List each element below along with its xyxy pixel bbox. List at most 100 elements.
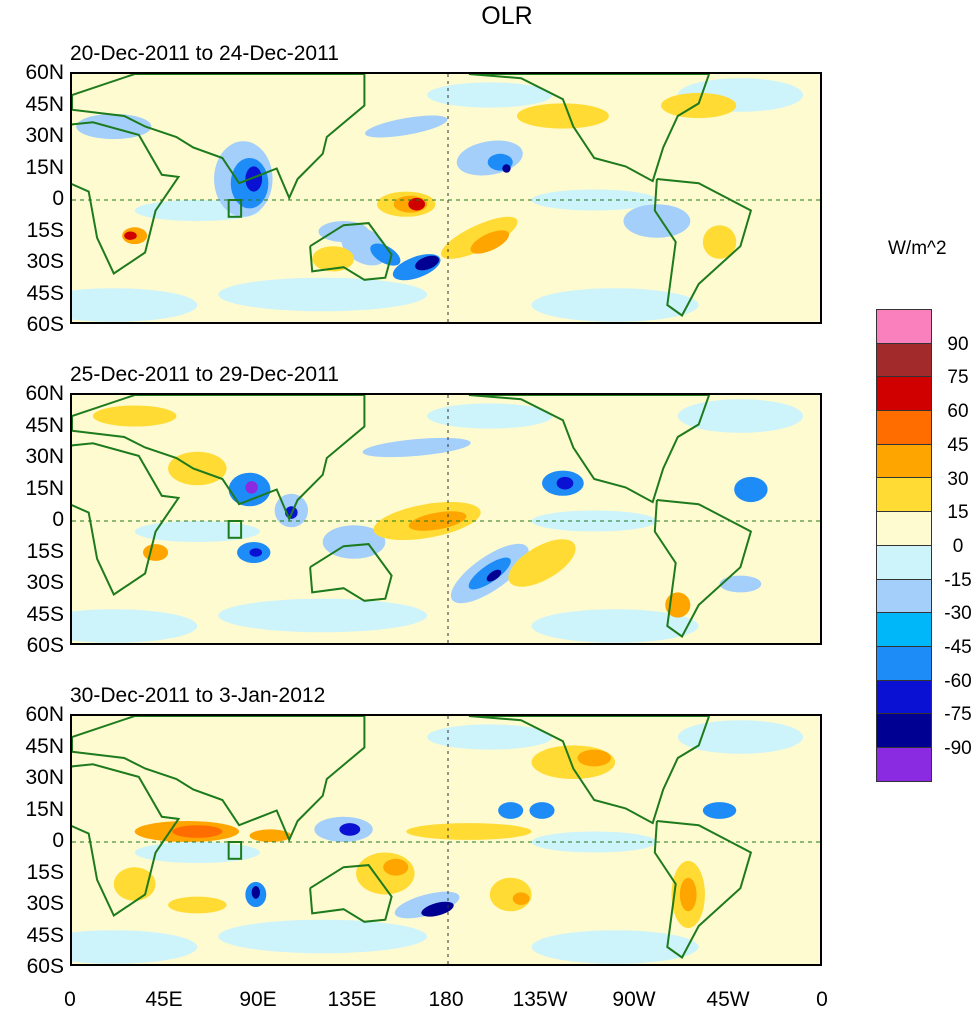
- coastline: [72, 763, 181, 917]
- x-tick-label: 0: [816, 988, 828, 1011]
- y-tick-label: 45S: [26, 281, 64, 305]
- y-tick-label: 15S: [26, 218, 64, 242]
- anomaly-patch: [218, 598, 428, 633]
- anomaly-contour: [486, 569, 502, 582]
- colorbar-label: -60: [944, 670, 972, 692]
- panel-title-1: 20-Dec-2011 to 24-Dec-2011: [70, 42, 339, 65]
- anomaly-patch: [427, 724, 553, 750]
- anomaly-contour: [312, 246, 354, 272]
- anomaly-patch: [72, 609, 198, 643]
- anomaly-patch: [427, 403, 553, 429]
- y-tick-label: 60N: [25, 61, 64, 84]
- y-tick-label: 60S: [26, 313, 64, 336]
- x-tick-label: 0: [64, 988, 76, 1011]
- colorbar-label: -15: [944, 569, 972, 591]
- anomaly-contour: [339, 823, 361, 836]
- y-tick-label: 15S: [26, 539, 64, 563]
- colorbar-label: 60: [947, 401, 969, 423]
- anomaly-contour: [408, 197, 426, 211]
- y-tick-label: 45N: [25, 92, 64, 116]
- units-label: W/m^2: [888, 238, 947, 259]
- anomaly-patch: [677, 399, 804, 433]
- y-tick-label: 60S: [26, 634, 64, 657]
- colorbar-swatch: [876, 544, 932, 580]
- anomaly-contour: [529, 802, 555, 819]
- x-tick-label: 90W: [612, 988, 656, 1011]
- colorbar-label: -90: [944, 738, 972, 760]
- panel-title-3: 30-Dec-2011 to 3-Jan-2012: [70, 684, 326, 707]
- x-tick-label: 90E: [239, 988, 277, 1011]
- coastline: [72, 121, 181, 275]
- chart-title: OLR: [481, 2, 533, 30]
- x-tick-label: 135E: [327, 988, 377, 1011]
- anomaly-contour: [362, 437, 471, 458]
- anomaly-contour: [249, 829, 292, 842]
- colorbar-swatch: [876, 477, 932, 513]
- coastline: [72, 442, 181, 596]
- panel-1-svg: [72, 74, 820, 322]
- anomaly-patch: [677, 720, 804, 754]
- y-tick-label: 0: [52, 829, 64, 852]
- y-tick-label: 30S: [26, 892, 64, 915]
- y-tick-label: 45N: [25, 734, 64, 758]
- panel-2-svg: [72, 395, 820, 643]
- anomaly-contour: [172, 825, 223, 838]
- region-box: [227, 199, 243, 218]
- anomaly-patch: [218, 277, 428, 312]
- anomaly-contour: [468, 557, 511, 590]
- coastline: [468, 716, 711, 825]
- y-tick-label: 15N: [25, 155, 64, 179]
- y-tick-label: 15N: [25, 476, 64, 500]
- anomaly-contour: [408, 511, 467, 531]
- y-tick-label: 30N: [25, 124, 64, 147]
- colorbar-swatch: [876, 443, 932, 479]
- y-tick-label: 45S: [26, 602, 64, 626]
- colorbar-label: 90: [947, 333, 969, 355]
- colorbar-label: -45: [944, 637, 972, 658]
- anomaly-contour: [577, 749, 611, 767]
- colorbar-swatch: [876, 309, 932, 344]
- colorbar-label: 15: [947, 502, 969, 524]
- anomaly-contour: [508, 539, 576, 587]
- anomaly-contour: [124, 231, 137, 240]
- coastline: [309, 222, 393, 281]
- anomaly-contour: [415, 255, 440, 271]
- anomaly-contour: [702, 802, 737, 819]
- coastline: [72, 716, 366, 843]
- colorbar-label: 30: [947, 468, 969, 490]
- y-tick-label: 0: [52, 187, 64, 210]
- y-tick-label: 30N: [25, 766, 64, 789]
- y-tick-label: 0: [52, 508, 64, 531]
- colorbar: [876, 309, 932, 782]
- anomaly-patch: [531, 609, 699, 643]
- panel-title-2: 25-Dec-2011 to 29-Dec-2011: [70, 363, 339, 386]
- anomaly-contour: [502, 164, 511, 173]
- anomaly-contour: [556, 476, 574, 490]
- anomaly-contour: [406, 823, 532, 840]
- y-tick-label: 60N: [25, 382, 64, 405]
- colorbar-swatch: [876, 410, 932, 445]
- anomaly-contour: [516, 103, 609, 129]
- anomaly-contour: [365, 115, 448, 138]
- anomaly-contour: [498, 802, 524, 819]
- colorbar-swatch: [876, 376, 932, 412]
- y-tick-label: 30S: [26, 250, 64, 273]
- anomaly-contour: [168, 451, 227, 486]
- y-tick-label: 60S: [26, 955, 64, 978]
- colorbar-label: -75: [944, 704, 972, 726]
- anomaly-contour: [734, 476, 768, 503]
- anomaly-contour: [441, 216, 518, 259]
- coastline: [468, 395, 711, 504]
- colorbar-label: 0: [952, 535, 964, 557]
- y-tick-label: 30N: [25, 445, 64, 468]
- colorbar-swatch: [876, 511, 932, 546]
- coastline: [468, 74, 711, 183]
- anomaly-contour: [512, 892, 530, 905]
- y-tick-label: 30S: [26, 571, 64, 594]
- colorbar-swatch: [876, 342, 932, 378]
- coastline: [653, 820, 753, 959]
- anomaly-contour: [370, 243, 401, 266]
- colorbar-label: -30: [944, 603, 972, 625]
- colorbar-label: 45: [947, 434, 969, 456]
- anomaly-contour: [168, 896, 227, 914]
